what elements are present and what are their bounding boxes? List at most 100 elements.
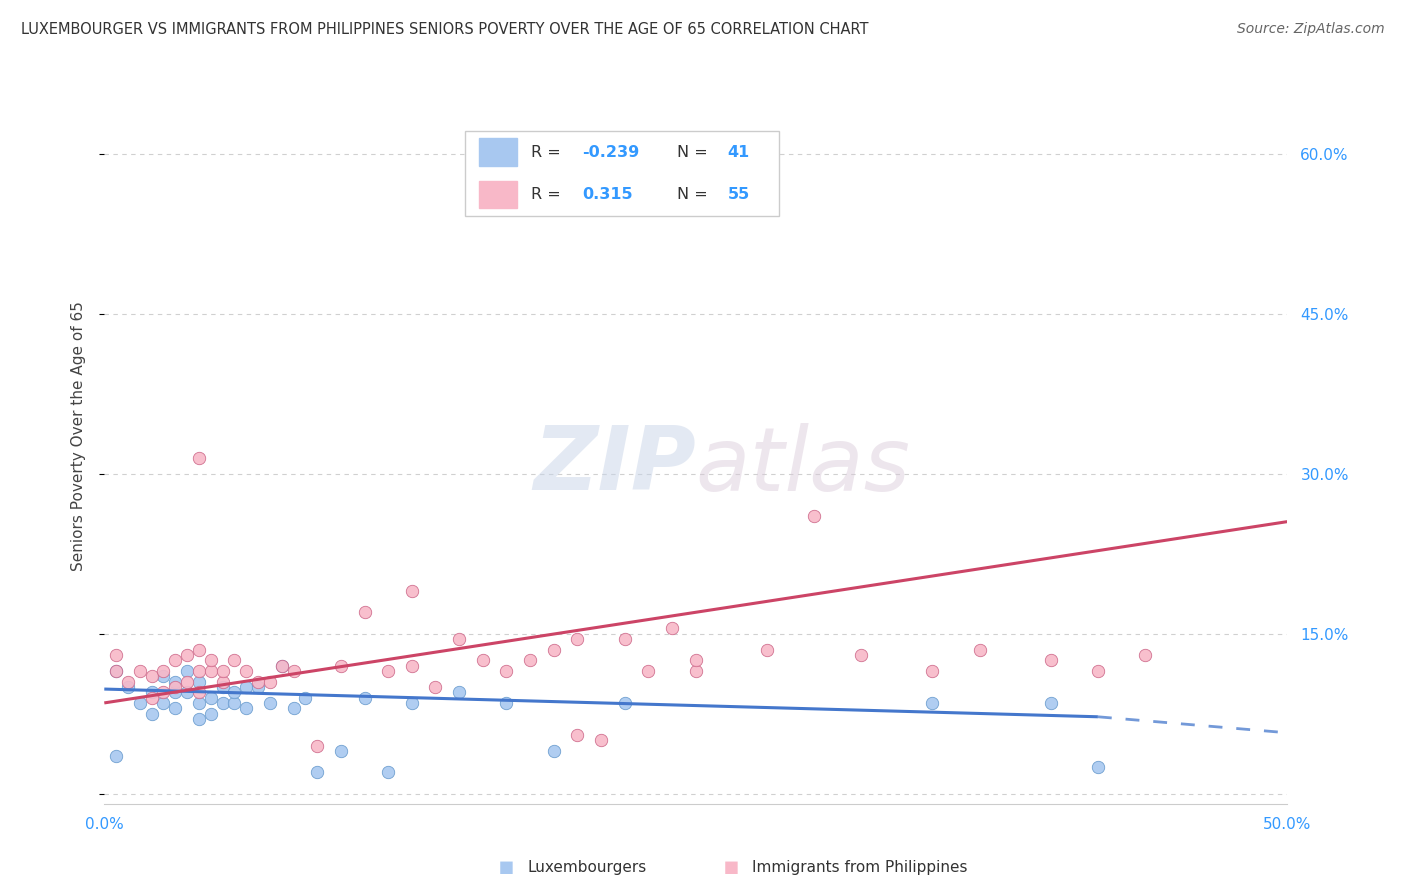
Text: 41: 41 [728,145,749,160]
Text: -0.239: -0.239 [582,145,640,160]
Point [969,642,991,657]
Point [685,664,707,678]
FancyBboxPatch shape [465,131,779,216]
Text: LUXEMBOURGER VS IMMIGRANTS FROM PHILIPPINES SENIORS POVERTY OVER THE AGE OF 65 C: LUXEMBOURGER VS IMMIGRANTS FROM PHILIPPI… [21,22,869,37]
Text: atlas: atlas [696,423,911,508]
Point [270,658,292,673]
Point [152,669,174,683]
Point [449,685,471,699]
Point [294,690,316,705]
Point [224,685,246,699]
Text: ▪: ▪ [498,855,515,879]
Point [224,653,246,667]
Point [661,621,683,635]
Point [567,728,589,742]
Text: R =: R = [531,145,567,160]
Point [187,674,209,689]
Point [165,701,187,715]
Point [851,648,873,662]
Point [165,680,187,694]
Point [165,653,187,667]
Point [425,680,447,694]
Text: 0.315: 0.315 [582,187,633,202]
Point [141,669,163,683]
Bar [479,180,517,209]
Point [1039,653,1062,667]
Point [152,664,174,678]
Point [187,712,209,726]
Point [187,450,209,465]
Point [591,733,613,747]
Point [141,706,163,721]
Point [377,664,399,678]
Point [1133,648,1156,662]
Point [176,648,198,662]
Text: R =: R = [531,187,567,202]
Point [187,664,209,678]
Text: Source: ZipAtlas.com: Source: ZipAtlas.com [1237,22,1385,37]
Text: ZIP: ZIP [533,422,696,509]
Point [187,685,209,699]
Bar [479,138,517,166]
Point [165,685,187,699]
Point [613,696,636,710]
Point [211,674,233,689]
Text: N =: N = [676,187,713,202]
Point [755,642,778,657]
Point [128,696,150,710]
Point [176,664,198,678]
Point [543,642,565,657]
Point [117,680,139,694]
Point [270,658,292,673]
Point [200,690,222,705]
Point [353,605,375,619]
Point [495,664,517,678]
Point [105,664,128,678]
Point [247,680,270,694]
Point [283,701,305,715]
Point [152,685,174,699]
Point [543,744,565,758]
Point [211,680,233,694]
Text: ▪: ▪ [723,855,740,879]
Point [211,696,233,710]
Point [211,664,233,678]
Point [613,632,636,646]
Point [117,674,139,689]
Y-axis label: Seniors Poverty Over the Age of 65: Seniors Poverty Over the Age of 65 [72,301,86,571]
Point [247,674,270,689]
Point [152,696,174,710]
Point [259,674,281,689]
Text: Immigrants from Philippines: Immigrants from Philippines [752,860,967,874]
Point [401,696,423,710]
Point [307,739,329,753]
Point [685,653,707,667]
Point [235,680,257,694]
Point [307,765,329,780]
Point [921,696,943,710]
Point [567,632,589,646]
Point [200,664,222,678]
Point [259,696,281,710]
Point [353,690,375,705]
Point [141,685,163,699]
Point [176,674,198,689]
Point [329,744,352,758]
Point [105,648,128,662]
Point [921,664,943,678]
Point [329,658,352,673]
Point [495,696,517,710]
Point [176,685,198,699]
Point [200,706,222,721]
Point [187,696,209,710]
Point [165,674,187,689]
Point [637,664,659,678]
Point [200,653,222,667]
Point [128,664,150,678]
Point [1087,664,1109,678]
Text: 55: 55 [728,187,749,202]
Point [1039,696,1062,710]
Point [235,701,257,715]
Point [1087,760,1109,774]
Point [449,632,471,646]
